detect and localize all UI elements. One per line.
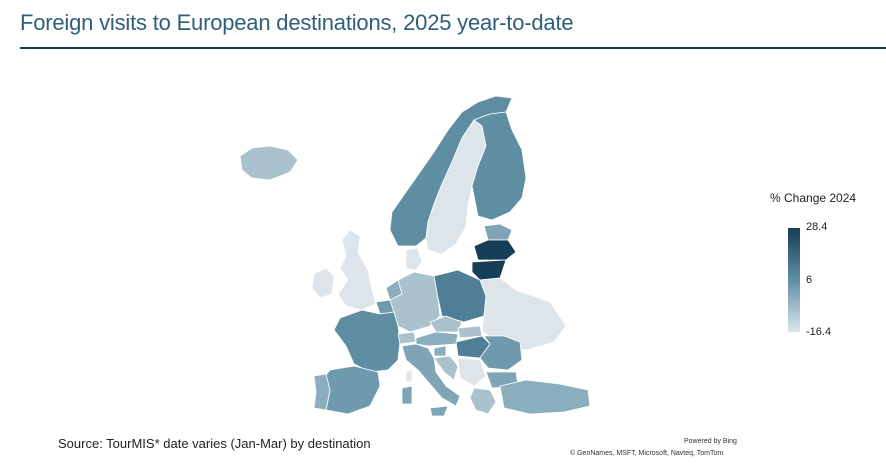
europe-map[interactable]: [230, 80, 610, 420]
region-italy[interactable]: [401, 343, 461, 407]
region-slovenia[interactable]: [433, 345, 447, 357]
region-estonia[interactable]: [483, 223, 513, 241]
region-serbia[interactable]: [457, 357, 487, 387]
region-lithuania[interactable]: [471, 259, 507, 281]
region-uk[interactable]: [337, 229, 377, 311]
legend-color-scale: [788, 228, 800, 332]
chart-title: Foreign visits to European destinations,…: [20, 10, 574, 35]
source-note: Source: TourMIS* date varies (Jan-Mar) b…: [58, 436, 371, 451]
map-attribution: © GeoNames, MSFT, Microsoft, Navteq, Tom…: [570, 450, 724, 457]
region-czechia[interactable]: [429, 315, 463, 333]
region-slovakia[interactable]: [457, 325, 483, 339]
legend-max-value: 28.4: [806, 221, 828, 233]
powered-by-note: Powered by Bing: [684, 438, 737, 445]
region-ireland[interactable]: [311, 267, 335, 299]
region-romania[interactable]: [479, 335, 523, 371]
legend-min-value: -16.4: [806, 326, 832, 338]
region-turkey[interactable]: [499, 379, 591, 415]
region-austria[interactable]: [415, 331, 459, 347]
region-denmark[interactable]: [405, 247, 423, 271]
region-finland[interactable]: [471, 111, 527, 221]
region-germany[interactable]: [389, 271, 441, 333]
region-iceland[interactable]: [239, 145, 299, 181]
region-sardinia[interactable]: [401, 385, 413, 405]
region-belarus-ukraine[interactable]: [479, 277, 567, 351]
region-switzerland[interactable]: [397, 331, 417, 345]
region-portugal[interactable]: [313, 373, 331, 411]
region-corsica[interactable]: [405, 369, 413, 383]
region-spain[interactable]: [321, 365, 381, 415]
region-latvia[interactable]: [473, 239, 517, 261]
title-divider: [20, 47, 886, 49]
region-greece[interactable]: [469, 387, 497, 415]
legend-mid-value: 6: [806, 274, 813, 286]
legend-title: % Change 2024: [770, 191, 857, 205]
region-sicily[interactable]: [429, 405, 449, 417]
region-croatia[interactable]: [433, 355, 459, 381]
region-france[interactable]: [333, 309, 401, 373]
